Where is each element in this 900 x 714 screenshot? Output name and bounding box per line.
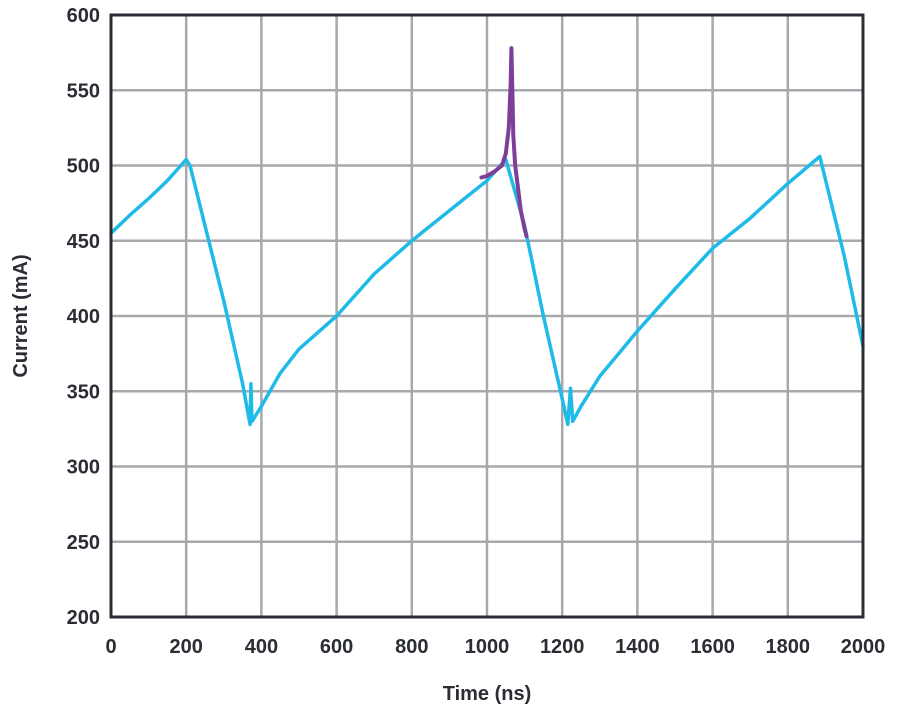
y-tick-label: 350 [67, 381, 100, 403]
y-tick-label: 200 [67, 607, 100, 629]
y-tick-label: 500 [67, 156, 100, 178]
y-tick-label: 300 [67, 457, 100, 479]
series-spike-overlay [479, 46, 529, 239]
x-tick-label: 400 [245, 636, 278, 658]
x-tick-label: 600 [320, 636, 353, 658]
x-tick-label: 1400 [615, 636, 660, 658]
x-tick-label: 1600 [690, 636, 735, 658]
y-tick-label: 450 [67, 231, 100, 253]
x-tick-label: 1000 [465, 636, 510, 658]
series-inductor-current [109, 154, 865, 427]
y-axis-tick-labels: 200 250 300 350 400 450 500 550 600 [67, 5, 100, 629]
x-axis-tick-labels: 0 200 400 600 800 1000 1200 1400 1600 1800 2000 [105, 636, 885, 658]
x-axis-title: Time (ns) [443, 683, 532, 705]
x-tick-label: 2000 [841, 636, 886, 658]
x-tick-label: 1800 [766, 636, 811, 658]
y-tick-label: 250 [67, 532, 100, 554]
x-tick-label: 1200 [540, 636, 585, 658]
data-series [109, 46, 865, 427]
x-tick-label: 200 [170, 636, 203, 658]
x-tick-label: 800 [395, 636, 428, 658]
y-axis-title: Current (mA) [10, 254, 32, 377]
y-tick-label: 550 [67, 80, 100, 102]
x-tick-label: 0 [105, 636, 116, 658]
y-tick-label: 400 [67, 306, 100, 328]
y-tick-label: 600 [67, 5, 100, 27]
grid-lines [111, 15, 863, 617]
plot-frame [109, 13, 865, 619]
